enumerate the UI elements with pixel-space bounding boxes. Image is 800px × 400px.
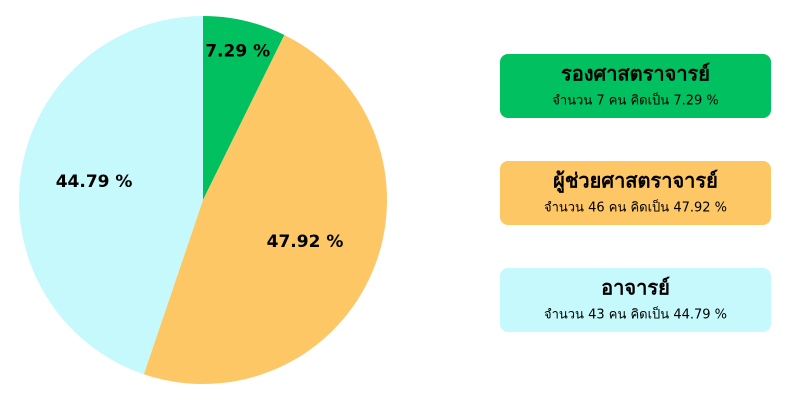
slice-label: 44.79 % <box>56 172 133 192</box>
legend-description: จำนวน 46 คน คิดเป็น 47.92 % <box>544 198 727 216</box>
slice-label: 47.92 % <box>267 232 344 252</box>
pie-slice <box>143 34 387 384</box>
legend-card <box>500 54 771 118</box>
legend-description: จำนวน 7 คน คิดเป็น 7.29 % <box>552 91 719 109</box>
legend-card <box>500 268 771 332</box>
legend-title: อาจารย์ <box>601 276 670 300</box>
legend-card <box>500 161 771 225</box>
slice-label: 7.29 % <box>205 41 270 61</box>
legend-title: ผู้ช่วยศาสตราจารย์ <box>553 169 718 195</box>
pie-slice <box>203 16 285 200</box>
legend-description: จำนวน 43 คน คิดเป็น 44.79 % <box>544 305 727 323</box>
legend-title: รองศาสตราจารย์ <box>561 62 710 86</box>
pie-slice <box>18 16 203 375</box>
